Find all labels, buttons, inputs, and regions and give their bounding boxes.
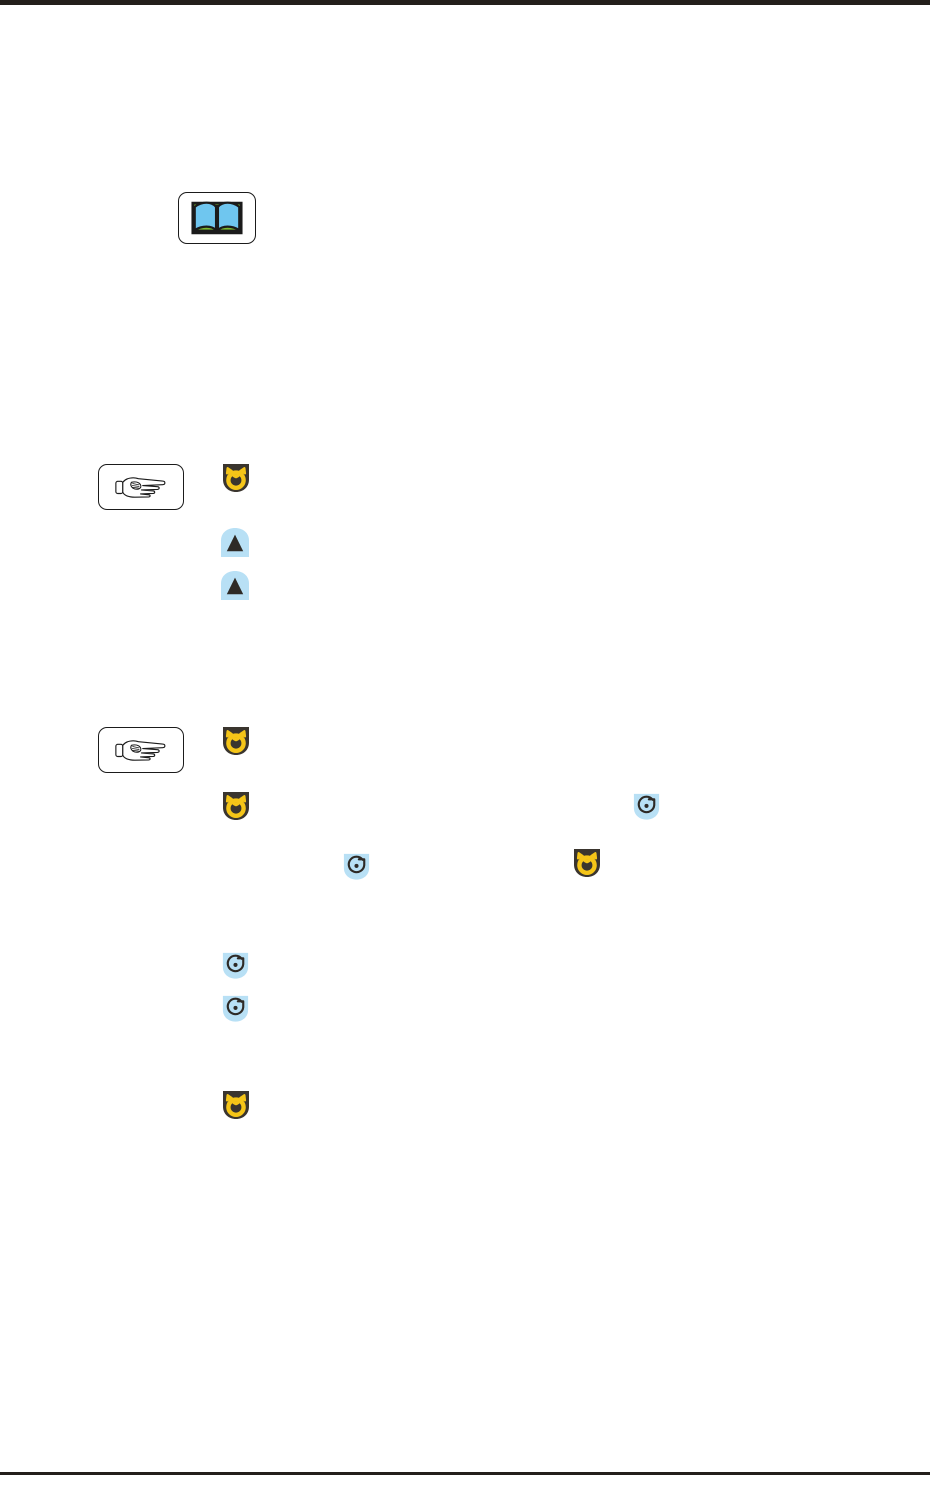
yellow-shield-icon bbox=[219, 461, 253, 495]
page-bottom-rule bbox=[0, 1472, 930, 1475]
callout-pointing-note-1 bbox=[98, 464, 184, 510]
blue-clock-shield-icon bbox=[220, 993, 251, 1024]
open-book-icon bbox=[191, 200, 243, 236]
blue-triangle-shield-icon bbox=[218, 569, 252, 603]
yellow-shield-icon bbox=[570, 846, 604, 880]
yellow-shield-icon bbox=[219, 724, 253, 758]
callout-pointing-note-2 bbox=[98, 727, 184, 773]
blue-clock-shield-icon bbox=[220, 950, 251, 981]
callout-reference-note bbox=[178, 192, 256, 244]
pointing-hand-icon bbox=[107, 737, 175, 763]
page-top-rule bbox=[0, 0, 930, 5]
blue-clock-shield-icon bbox=[341, 851, 372, 882]
yellow-shield-icon bbox=[219, 1088, 253, 1122]
yellow-shield-icon bbox=[219, 789, 253, 823]
pointing-hand-icon bbox=[107, 474, 175, 500]
blue-clock-shield-icon bbox=[631, 791, 662, 822]
blue-triangle-shield-icon bbox=[218, 526, 252, 560]
